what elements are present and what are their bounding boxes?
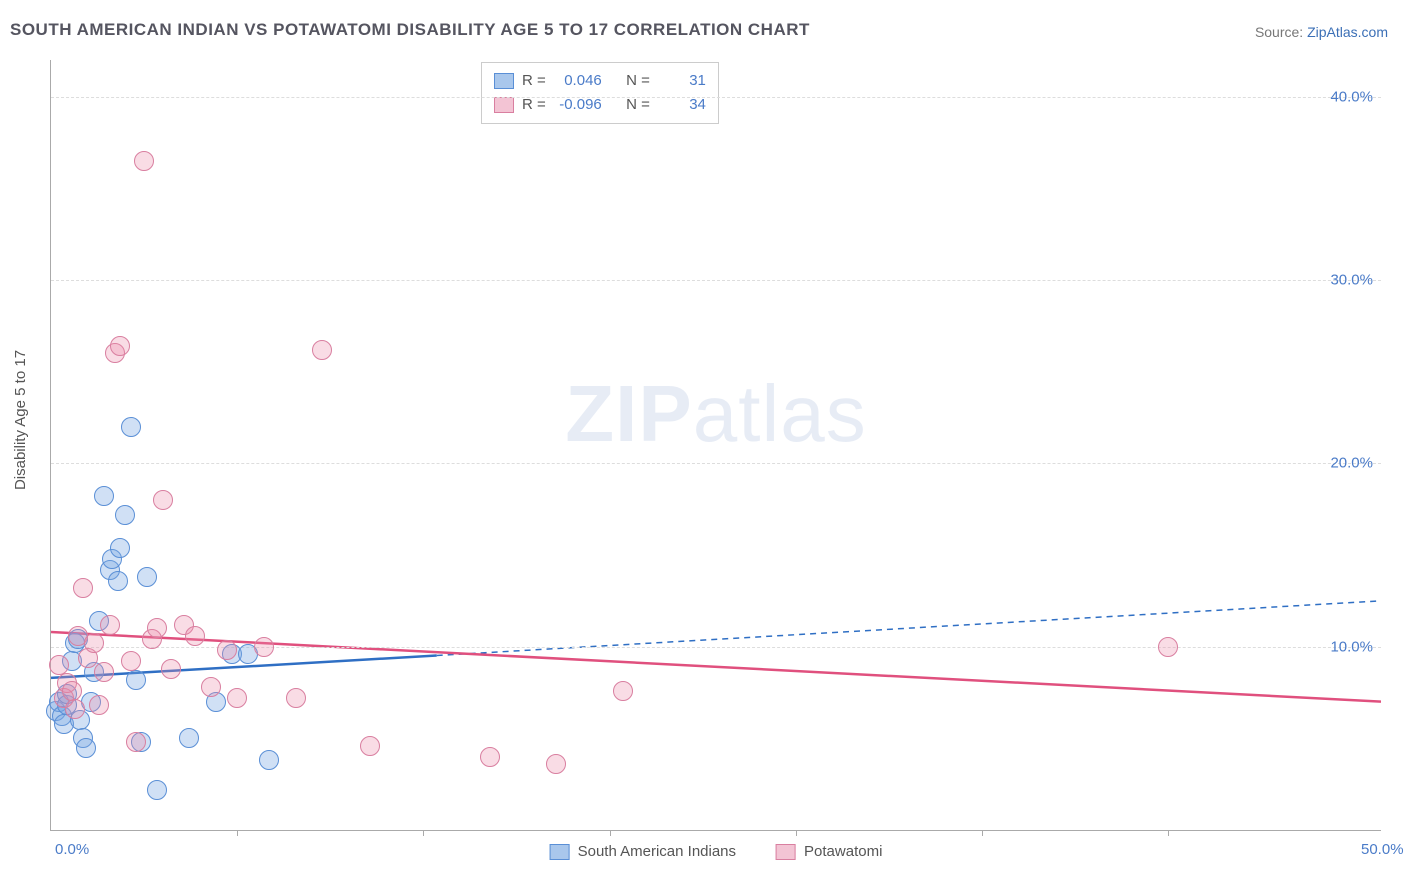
scatter-point — [480, 747, 500, 767]
y-axis-label: Disability Age 5 to 17 — [12, 350, 29, 490]
scatter-point — [134, 151, 154, 171]
gridline — [51, 97, 1381, 98]
chart-container: SOUTH AMERICAN INDIAN VS POTAWATOMI DISA… — [0, 0, 1406, 892]
stats-legend: R = 0.046 N = 31 R = -0.096 N = 34 — [481, 62, 719, 124]
scatter-point — [115, 505, 135, 525]
legend-item-1: Potawatomi — [776, 843, 882, 860]
scatter-point — [217, 640, 237, 660]
x-tick-mark — [237, 830, 238, 836]
scatter-point — [254, 637, 274, 657]
scatter-point — [137, 567, 157, 587]
y-tick-label: 30.0% — [1330, 272, 1373, 289]
chart-title: SOUTH AMERICAN INDIAN VS POTAWATOMI DISA… — [10, 20, 810, 40]
scatter-point — [185, 626, 205, 646]
legend-item-0: South American Indians — [550, 843, 736, 860]
x-tick-mark — [982, 830, 983, 836]
legend-label-0: South American Indians — [578, 843, 736, 860]
scatter-point — [84, 633, 104, 653]
scatter-point — [126, 670, 146, 690]
scatter-point — [76, 738, 96, 758]
scatter-point — [62, 681, 82, 701]
scatter-point — [147, 618, 167, 638]
scatter-point — [108, 571, 128, 591]
stats-row-0: R = 0.046 N = 31 — [494, 69, 706, 93]
plot-area: ZIPatlas R = 0.046 N = 31 R = -0.096 N =… — [50, 60, 1381, 831]
scatter-point — [147, 780, 167, 800]
legend-swatch-1 — [776, 844, 796, 860]
scatter-point — [89, 695, 109, 715]
scatter-point — [312, 340, 332, 360]
scatter-point — [153, 490, 173, 510]
x-tick-mark — [423, 830, 424, 836]
trend-lines — [51, 60, 1381, 830]
x-tick-label: 0.0% — [55, 841, 89, 858]
scatter-point — [201, 677, 221, 697]
n-value-0: 31 — [658, 69, 706, 93]
scatter-point — [613, 681, 633, 701]
scatter-point — [121, 651, 141, 671]
scatter-point — [179, 728, 199, 748]
scatter-point — [73, 578, 93, 598]
scatter-point — [227, 688, 247, 708]
source-attribution: Source: ZipAtlas.com — [1255, 24, 1388, 40]
scatter-point — [110, 538, 130, 558]
scatter-point — [110, 336, 130, 356]
source-link[interactable]: ZipAtlas.com — [1307, 24, 1388, 40]
scatter-point — [65, 699, 85, 719]
scatter-point — [259, 750, 279, 770]
scatter-point — [546, 754, 566, 774]
swatch-series-0 — [494, 73, 514, 89]
scatter-point — [121, 417, 141, 437]
swatch-series-1 — [494, 97, 514, 113]
scatter-point — [94, 662, 114, 682]
y-tick-label: 20.0% — [1330, 455, 1373, 472]
x-tick-mark — [610, 830, 611, 836]
r-value-0: 0.046 — [554, 69, 602, 93]
scatter-point — [100, 615, 120, 635]
scatter-point — [1158, 637, 1178, 657]
gridline — [51, 463, 1381, 464]
scatter-point — [286, 688, 306, 708]
watermark: ZIPatlas — [565, 368, 866, 460]
scatter-point — [49, 655, 69, 675]
scatter-point — [161, 659, 181, 679]
bottom-legend: South American Indians Potawatomi — [550, 843, 883, 860]
x-tick-mark — [1168, 830, 1169, 836]
scatter-point — [360, 736, 380, 756]
scatter-point — [126, 732, 146, 752]
x-tick-mark — [796, 830, 797, 836]
y-tick-label: 40.0% — [1330, 88, 1373, 105]
scatter-point — [94, 486, 114, 506]
gridline — [51, 280, 1381, 281]
legend-label-1: Potawatomi — [804, 843, 882, 860]
legend-swatch-0 — [550, 844, 570, 860]
source-prefix: Source: — [1255, 24, 1307, 40]
x-tick-label: 50.0% — [1361, 841, 1404, 858]
y-tick-label: 10.0% — [1330, 638, 1373, 655]
